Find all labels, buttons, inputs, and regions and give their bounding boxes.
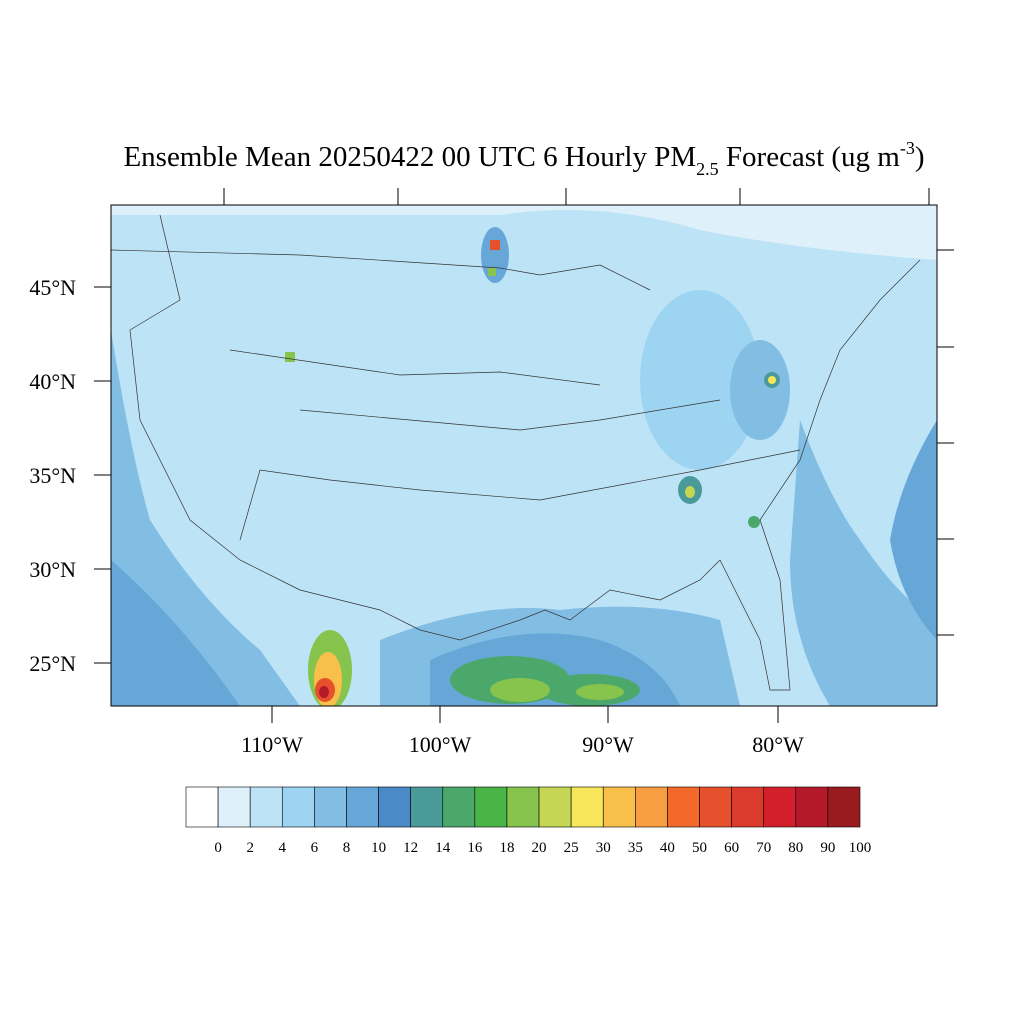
lon-label: 110°W [241, 732, 303, 757]
colorbar-label: 25 [564, 840, 579, 856]
colorbar-swatch [410, 786, 444, 828]
lat-label: 25°N [29, 651, 76, 676]
colorbar-swatch [378, 786, 411, 828]
colorbar-swatch [249, 786, 283, 828]
title: Ensemble Mean 20250422 00 UTC 6 Hourly P… [123, 138, 924, 179]
title-middle: Forecast (ug m [719, 141, 901, 173]
colorbar-swatch [731, 786, 765, 828]
lat-label: 45°N [29, 275, 76, 300]
colorbar-swatch [827, 786, 861, 828]
colorbar-label: 80 [788, 840, 803, 856]
colorbar-label: 0 [214, 840, 222, 856]
colorbar-label: 50 [692, 840, 707, 856]
colorbar-swatch [538, 786, 572, 828]
title-main: Ensemble Mean 20250422 00 UTC 6 Hourly P… [123, 141, 696, 173]
colorbar-label: 8 [343, 840, 351, 856]
colorbar-swatch [346, 786, 379, 828]
colorbar-label: 2 [246, 840, 254, 856]
colorbar-swatch [314, 786, 347, 828]
colorbar-label: 16 [467, 840, 483, 856]
colorbar-label: 60 [724, 840, 739, 856]
colorbar-label: 90 [820, 840, 835, 856]
colorbar-label: 20 [532, 840, 547, 856]
colorbar-label: 70 [756, 840, 771, 856]
colorbar-swatch [763, 786, 797, 828]
title-superscript: -3 [900, 138, 915, 158]
title-end: ) [915, 141, 925, 173]
title-subscript: 2.5 [696, 159, 719, 179]
colorbar-label: 12 [403, 840, 418, 856]
lat-label: 30°N [29, 557, 76, 582]
colorbar-label: 40 [660, 840, 675, 856]
colorbar-swatch [699, 786, 732, 828]
colorbar-swatch [602, 786, 636, 828]
colorbar-label: 35 [628, 840, 643, 856]
lat-label: 40°N [29, 369, 76, 394]
colorbar-swatch [281, 786, 315, 828]
map-frame [110, 204, 938, 707]
colorbar-swatch [570, 786, 604, 828]
colorbar-swatch [217, 786, 251, 828]
colorbar-swatch [635, 786, 668, 828]
colorbar-label: 4 [279, 840, 287, 856]
map [111, 205, 937, 706]
colorbar-swatch [795, 786, 829, 828]
lat-label: 35°N [29, 463, 76, 488]
colorbar-label: 18 [499, 840, 514, 856]
colorbar-swatch [474, 786, 508, 828]
colorbar-label: 10 [371, 840, 386, 856]
frame-ticks [94, 188, 954, 723]
colorbar-swatch [506, 786, 540, 828]
colorbar-label: 14 [435, 840, 451, 856]
colorbar-swatch [185, 786, 219, 828]
colorbar-label: 6 [311, 840, 319, 856]
lon-label: 100°W [409, 732, 472, 757]
colorbar-label: 30 [596, 840, 611, 856]
axis-labels: 45°N 40°N 35°N 30°N 25°N 110°W 100°W 90°W 80°W [29, 275, 804, 757]
colorbar: 0 2 4 6 8 10 12 14 16 18 20 25 30 35 40 50 60 70 80 90 100 [185, 786, 872, 856]
lon-label: 80°W [752, 732, 804, 757]
colorbar-label: 100 [849, 840, 872, 856]
lon-label: 90°W [582, 732, 634, 757]
colorbar-swatch [667, 786, 700, 828]
colorbar-swatch [442, 786, 476, 828]
